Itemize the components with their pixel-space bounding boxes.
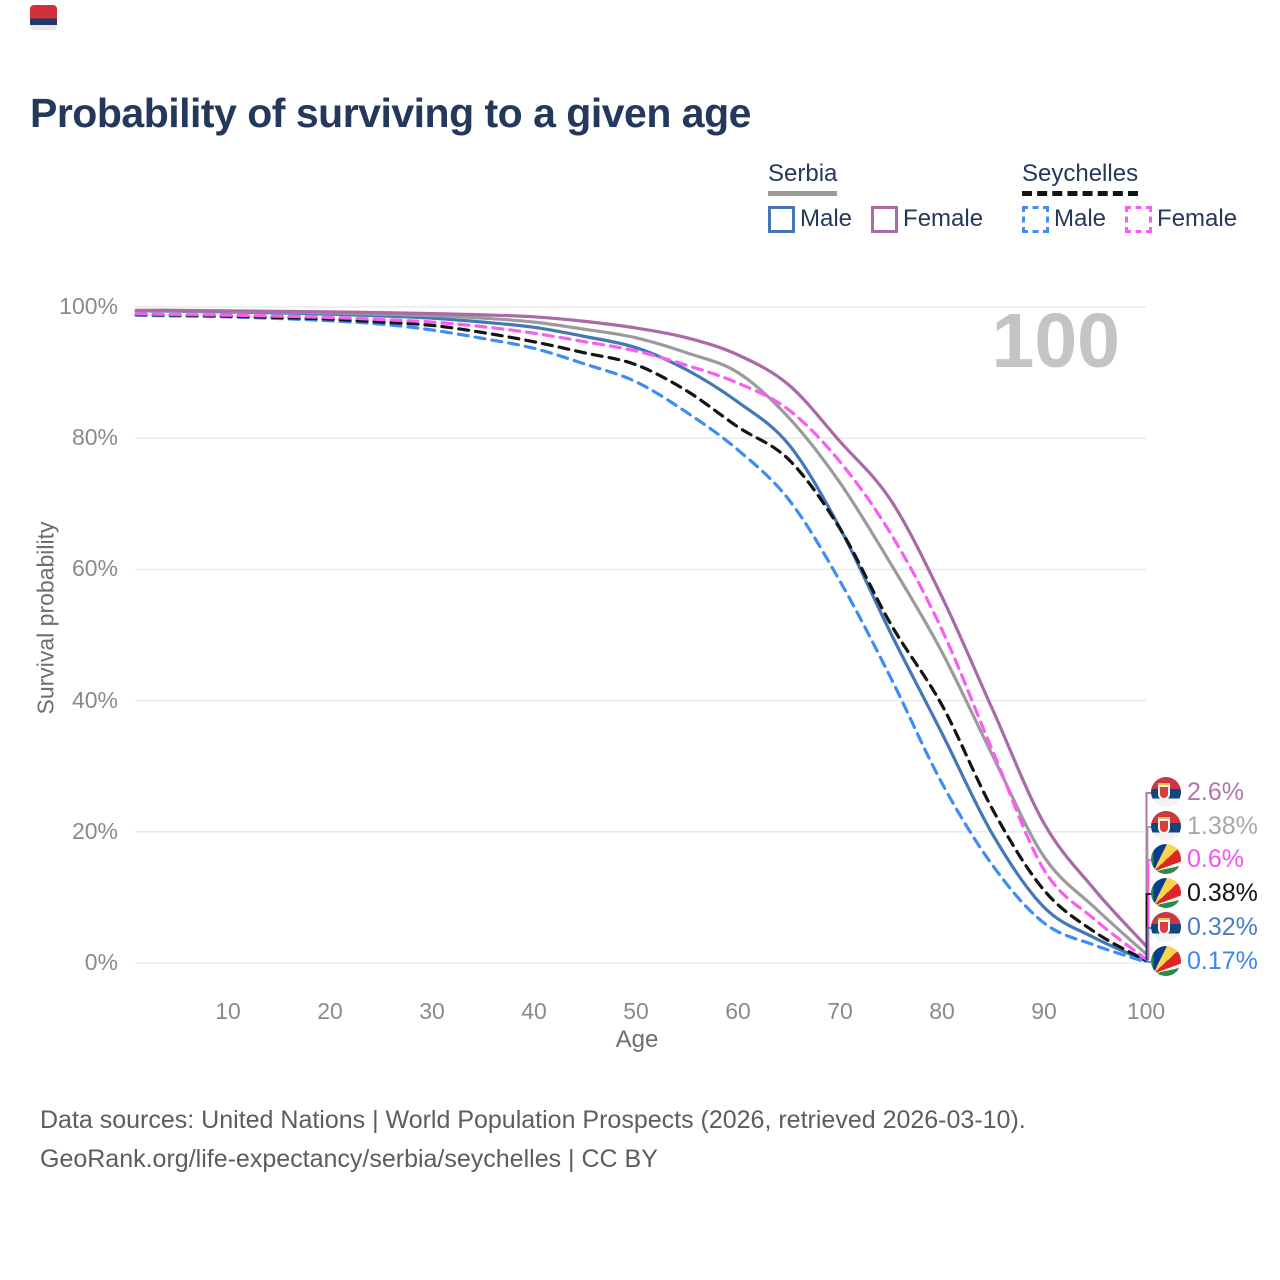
legend-seychelles-label[interactable]: Seychelles bbox=[1022, 160, 1139, 196]
serbia-female-swatch-icon bbox=[871, 205, 899, 233]
end-value-label: 1.38% bbox=[1187, 811, 1258, 840]
end-value-label: 0.6% bbox=[1187, 844, 1244, 873]
end-label-seychelles-male[interactable]: 0.17% bbox=[1151, 946, 1258, 976]
end-value-label: 0.38% bbox=[1187, 878, 1258, 907]
x-tick-label: 90 bbox=[1031, 998, 1057, 1024]
legend-serbia-female[interactable]: Female bbox=[871, 205, 983, 233]
series-line-seychelles-female[interactable] bbox=[134, 312, 1148, 961]
series-line-serbia[interactable] bbox=[134, 309, 1148, 956]
x-tick-label: 70 bbox=[827, 998, 853, 1024]
x-tick-label: 60 bbox=[725, 998, 751, 1024]
legend-group-serbia: Serbia Male Female bbox=[768, 160, 983, 233]
end-label-connector bbox=[1146, 927, 1153, 962]
serbia-flag-icon bbox=[1151, 912, 1181, 942]
x-tick-label: 80 bbox=[929, 998, 955, 1024]
hover-age-watermark: 100 bbox=[992, 298, 1120, 384]
page-title: Probability of surviving to a given age bbox=[30, 90, 751, 136]
x-axis-title: Age bbox=[615, 1026, 659, 1053]
x-tick-label: 20 bbox=[317, 998, 343, 1024]
legend-seychelles-female[interactable]: Female bbox=[1125, 205, 1237, 233]
x-tick-label: 30 bbox=[419, 998, 445, 1024]
seychelles-male-swatch-icon bbox=[1022, 205, 1049, 233]
y-tick-label: 60% bbox=[71, 555, 118, 582]
site-logo[interactable] bbox=[30, 5, 57, 30]
legend-serbia-female-label: Female bbox=[903, 205, 984, 232]
end-label-seychelles-female[interactable]: 0.6% bbox=[1151, 844, 1244, 874]
end-label-serbia-female[interactable]: 2.6% bbox=[1151, 777, 1244, 807]
end-value-label: 0.17% bbox=[1187, 946, 1258, 975]
x-tick-label: 50 bbox=[623, 998, 649, 1024]
legend-group-seychelles: Seychelles Male Female bbox=[1022, 160, 1237, 233]
y-tick-label: 100% bbox=[59, 293, 118, 319]
legend-seychelles-male-label: Male bbox=[1054, 205, 1107, 232]
end-label-seychelles[interactable]: 0.38% bbox=[1151, 878, 1258, 908]
series-line-seychelles[interactable] bbox=[134, 312, 1148, 963]
x-tick-label: 100 bbox=[1126, 998, 1166, 1024]
legend-seychelles-female-label: Female bbox=[1157, 205, 1238, 232]
seychelles-flag-icon bbox=[1151, 878, 1181, 908]
x-tick-label: 40 bbox=[521, 998, 547, 1024]
legend-seychelles-male[interactable]: Male bbox=[1022, 205, 1106, 233]
series-line-serbia-male[interactable] bbox=[134, 309, 1148, 963]
legend-serbia-male-label: Male bbox=[800, 205, 853, 232]
end-value-label: 2.6% bbox=[1187, 777, 1244, 806]
end-value-label: 0.32% bbox=[1187, 912, 1258, 941]
seychelles-flag-icon bbox=[1151, 844, 1181, 874]
y-tick-label: 40% bbox=[71, 686, 118, 713]
y-tick-label: 0% bbox=[84, 949, 118, 975]
series-line-seychelles-male[interactable] bbox=[134, 313, 1148, 964]
seychelles-female-swatch-icon bbox=[1125, 205, 1153, 233]
serbia-flag-icon bbox=[1151, 811, 1181, 841]
serbia-male-swatch-icon bbox=[768, 205, 795, 233]
end-label-serbia[interactable]: 1.38% bbox=[1151, 811, 1258, 841]
attribution-line: GeoRank.org/life-expectancy/serbia/seych… bbox=[40, 1145, 658, 1173]
y-tick-label: 80% bbox=[71, 424, 118, 451]
y-tick-label: 20% bbox=[71, 817, 118, 844]
seychelles-flag-icon bbox=[1151, 946, 1181, 976]
x-tick-label: 10 bbox=[215, 998, 241, 1024]
legend-serbia-male[interactable]: Male bbox=[768, 205, 852, 233]
data-sources-line: Data sources: United Nations | World Pop… bbox=[40, 1106, 1026, 1134]
series-line-serbia-female[interactable] bbox=[134, 308, 1148, 948]
serbia-flag-icon bbox=[1151, 777, 1181, 807]
legend-serbia-label[interactable]: Serbia bbox=[768, 160, 838, 196]
end-label-serbia-male[interactable]: 0.32% bbox=[1151, 912, 1258, 942]
